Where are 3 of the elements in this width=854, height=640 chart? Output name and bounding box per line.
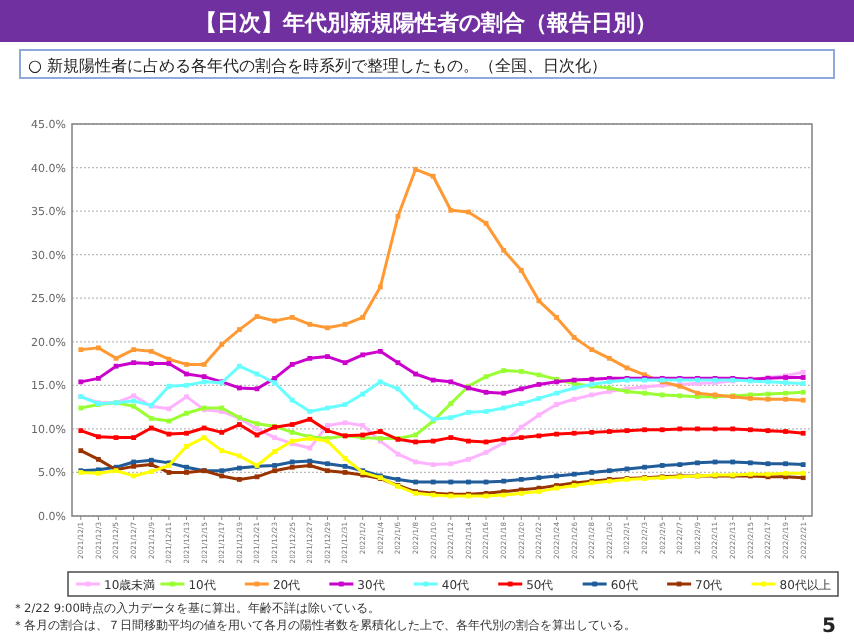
text: 5 bbox=[822, 616, 837, 638]
chart-subtitle: ○ 新規陽性者に占める各年代の割合を時系列で整理したもの。（全国、日次化） bbox=[28, 57, 608, 75]
chart-title: 【日次】年代別新規陽性者の割合（報告日別） bbox=[195, 10, 657, 36]
